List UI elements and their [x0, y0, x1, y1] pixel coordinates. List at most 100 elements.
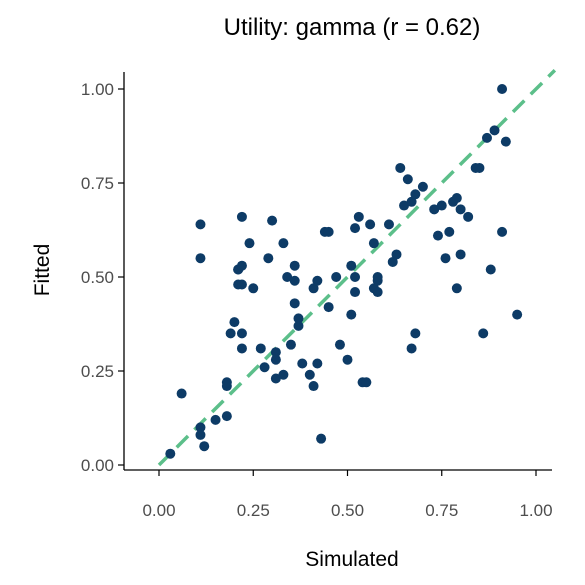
data-point [399, 200, 410, 211]
data-point [270, 373, 281, 384]
data-point [195, 422, 206, 433]
data-point [406, 343, 417, 354]
data-point [176, 388, 187, 399]
data-point [293, 313, 304, 324]
data-point [350, 272, 361, 282]
data-point [289, 275, 300, 286]
data-point [236, 328, 247, 339]
data-point [282, 272, 293, 282]
data-point [463, 211, 474, 222]
data-point [195, 429, 206, 440]
data-point [474, 162, 485, 173]
data-point [455, 204, 466, 215]
x-axis-title: Simulated [305, 548, 398, 571]
data-point [350, 223, 361, 234]
x-tick-label: 0.25 [237, 501, 270, 520]
data-point [210, 414, 221, 425]
data-point [500, 136, 511, 147]
data-point [308, 283, 319, 294]
data-point [395, 162, 406, 173]
data-point [236, 211, 247, 222]
data-point [387, 256, 398, 267]
data-point [497, 84, 508, 94]
data-point [278, 369, 289, 380]
data-point [244, 238, 255, 249]
data-point [436, 200, 447, 211]
data-point [361, 377, 372, 388]
data-point [312, 358, 323, 369]
data-point [455, 249, 466, 260]
y-tick-label: 0.25 [81, 362, 114, 381]
data-point [331, 272, 342, 282]
y-tick-label: 0.75 [81, 174, 114, 193]
data-point [195, 219, 206, 230]
data-point [417, 181, 428, 192]
data-point [229, 317, 240, 328]
data-point [410, 328, 421, 339]
data-point [304, 369, 315, 380]
data-point [263, 253, 274, 264]
data-point [346, 260, 357, 271]
data-point [236, 260, 247, 271]
data-point [383, 219, 394, 230]
data-point [248, 283, 259, 294]
data-point [323, 302, 334, 313]
data-point [365, 219, 376, 230]
data-point [334, 339, 345, 350]
data-point [350, 287, 361, 298]
data-point [270, 354, 281, 365]
x-tick-label: 0.00 [142, 501, 175, 520]
data-point [485, 264, 496, 275]
data-point [221, 377, 232, 388]
axes: 0.00 0.25 0.50 0.75 1.00 0.00 0.25 0.50 0.75 1.00 [81, 72, 553, 520]
x-tick-label: 0.50 [331, 501, 364, 520]
data-point [293, 320, 304, 331]
x-tick-label: 0.75 [425, 501, 458, 520]
x-tick-label: 1.00 [519, 501, 552, 520]
data-point [165, 448, 176, 459]
data-point [372, 287, 383, 298]
chart-title: Utility: gamma (r = 0.62) [224, 14, 481, 41]
data-point [444, 226, 455, 237]
data-point [432, 230, 443, 241]
data-points [165, 84, 523, 459]
data-point [236, 343, 247, 354]
data-point [440, 253, 451, 264]
data-point [221, 411, 232, 422]
data-point [429, 204, 440, 215]
data-point [195, 253, 206, 264]
data-point [323, 226, 334, 237]
data-point [259, 362, 270, 373]
data-point [255, 343, 266, 354]
data-point [372, 272, 383, 282]
data-point [316, 433, 327, 444]
data-point [489, 125, 500, 136]
data-point [270, 347, 281, 358]
y-tick-label: 1.00 [81, 80, 114, 99]
data-point [342, 354, 353, 365]
data-point [497, 226, 508, 237]
data-point [410, 189, 421, 200]
data-point [289, 260, 300, 271]
data-point [225, 328, 236, 339]
data-point [278, 238, 289, 249]
data-point [308, 381, 319, 392]
data-point [451, 193, 462, 204]
data-point [451, 283, 462, 294]
data-point [402, 174, 413, 185]
data-point [199, 441, 210, 452]
data-point [368, 238, 379, 249]
data-point [406, 196, 417, 207]
data-point [391, 249, 402, 260]
data-point [285, 339, 296, 350]
data-point [512, 309, 523, 320]
data-point [346, 309, 357, 320]
data-point [478, 328, 489, 339]
y-tick-label: 0.00 [81, 456, 114, 475]
data-point [289, 298, 300, 309]
data-point [312, 275, 323, 286]
data-point [297, 358, 308, 369]
y-tick-label: 0.50 [81, 268, 114, 287]
data-point [236, 279, 247, 290]
